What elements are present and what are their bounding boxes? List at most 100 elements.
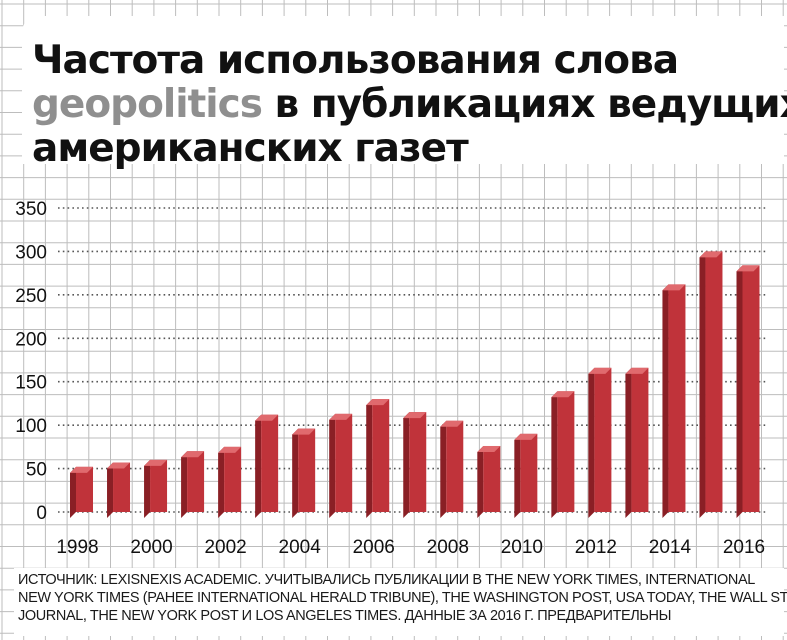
y-tick-label: 250	[15, 286, 47, 307]
bar-2013	[625, 367, 649, 518]
bar-side-face	[440, 420, 447, 518]
bar-side-face	[588, 367, 595, 518]
bar-1998	[70, 466, 93, 518]
bar-side-face	[477, 445, 484, 518]
chart-title-line-2-rest: в публикациях ведущих	[261, 82, 787, 127]
source-note-line-3: JOURNAL, THE NEW YORK POST И LOS ANGELES…	[18, 608, 672, 624]
y-tick-label: 200	[15, 329, 47, 350]
bar-front-face	[446, 420, 464, 512]
y-tick-label: 300	[15, 242, 47, 263]
x-tick-label: 2014	[649, 537, 692, 558]
bar-top-face	[403, 412, 427, 419]
bar-2010	[514, 433, 538, 518]
bar-2000	[144, 459, 168, 518]
bar-side-face	[218, 446, 225, 518]
bar-top-face	[255, 414, 279, 421]
bar-front-face	[335, 413, 353, 512]
bar-side-face	[144, 459, 151, 518]
bar-front-face	[742, 265, 760, 512]
bar-side-face	[551, 391, 558, 518]
bar-side-face	[736, 265, 743, 518]
bar-top-face	[699, 251, 723, 258]
bar-side-face	[366, 399, 373, 518]
bar-front-face	[409, 412, 427, 512]
bar-2011	[551, 391, 575, 518]
x-tick-label: 2000	[130, 537, 172, 558]
bar-front-face	[187, 451, 205, 512]
bar-side-face	[514, 433, 521, 518]
bar-2002	[218, 446, 242, 518]
bar-2007	[403, 412, 427, 518]
y-tick-label: 100	[15, 416, 47, 437]
bar-side-face	[329, 413, 336, 518]
bar-side-face	[699, 251, 706, 518]
bar-top-face	[477, 445, 501, 452]
source-note-line-2: NEW YORK TIMES (РАНЕЕ INTERNATIONAL HERA…	[18, 590, 787, 606]
bar-top-face	[514, 433, 538, 440]
chart-title-keyword: geopolitics	[32, 82, 263, 127]
bar-front-face	[224, 446, 242, 512]
bar-2003	[255, 414, 279, 518]
bar-2001	[181, 451, 205, 518]
bar-top-face	[107, 462, 131, 469]
bar-top-face	[736, 265, 760, 272]
bar-2005	[329, 413, 353, 518]
bar-side-face	[292, 428, 299, 518]
x-tick-label: 2010	[501, 537, 543, 558]
bar-2008	[440, 420, 464, 518]
bar-top-face	[292, 428, 316, 435]
bar-2014	[662, 284, 686, 518]
bar-2006	[366, 399, 390, 518]
bar-front-face	[668, 284, 686, 512]
bar-front-face	[557, 391, 575, 512]
bar-top-face	[70, 466, 93, 473]
bar-top-face	[329, 413, 353, 420]
bar-front-face	[150, 459, 168, 512]
bar-front-face	[483, 445, 501, 512]
x-tick-label: 2006	[353, 537, 395, 558]
bar-front-face	[594, 367, 612, 512]
bar-2016	[736, 265, 760, 518]
bar-front-face	[631, 367, 649, 512]
bar-top-face	[181, 451, 205, 458]
chart-title-line-2: geopolitics в публикациях ведущих	[32, 82, 787, 128]
bar-side-face	[255, 414, 262, 518]
bar-front-face	[261, 414, 279, 512]
bar-top-face	[588, 367, 612, 374]
bar-front-face	[705, 251, 723, 512]
bar-front-face	[113, 462, 131, 512]
y-tick-label: 350	[15, 199, 47, 220]
bar-2009	[477, 445, 501, 518]
bar-side-face	[625, 367, 632, 518]
x-tick-label: 1998	[56, 537, 98, 558]
x-tick-label: 2004	[279, 537, 322, 558]
bar-2004	[292, 428, 316, 518]
bar-top-face	[440, 420, 464, 427]
bar-front-face	[76, 466, 93, 512]
source-panel	[14, 568, 784, 636]
source-note-line-1: ИСТОЧНИК: LEXISNEXIS ACADEMIC. УЧИТЫВАЛИ…	[18, 572, 755, 588]
bar-side-face	[70, 466, 76, 518]
chart-title-line-1: Частота использования слова	[32, 38, 679, 83]
bar-front-face	[372, 399, 390, 512]
bar-front-face	[520, 433, 538, 512]
bar-side-face	[403, 412, 410, 518]
bar-2012	[588, 367, 612, 518]
x-tick-label: 2012	[575, 537, 617, 558]
bar-side-face	[181, 451, 188, 518]
bar-2015	[699, 251, 723, 518]
title-panel	[22, 16, 784, 164]
bar-top-face	[551, 391, 575, 398]
bar-top-face	[218, 446, 242, 453]
x-tick-label: 2016	[723, 537, 765, 558]
bar-top-face	[662, 284, 686, 291]
y-tick-label: 0	[36, 503, 47, 524]
bar-front-face	[298, 428, 316, 512]
bar-top-face	[144, 459, 168, 466]
bar-side-face	[662, 284, 669, 518]
bar-side-face	[107, 462, 114, 518]
chart-title-line-3: американских газет	[32, 126, 469, 171]
bar-top-face	[366, 399, 390, 406]
